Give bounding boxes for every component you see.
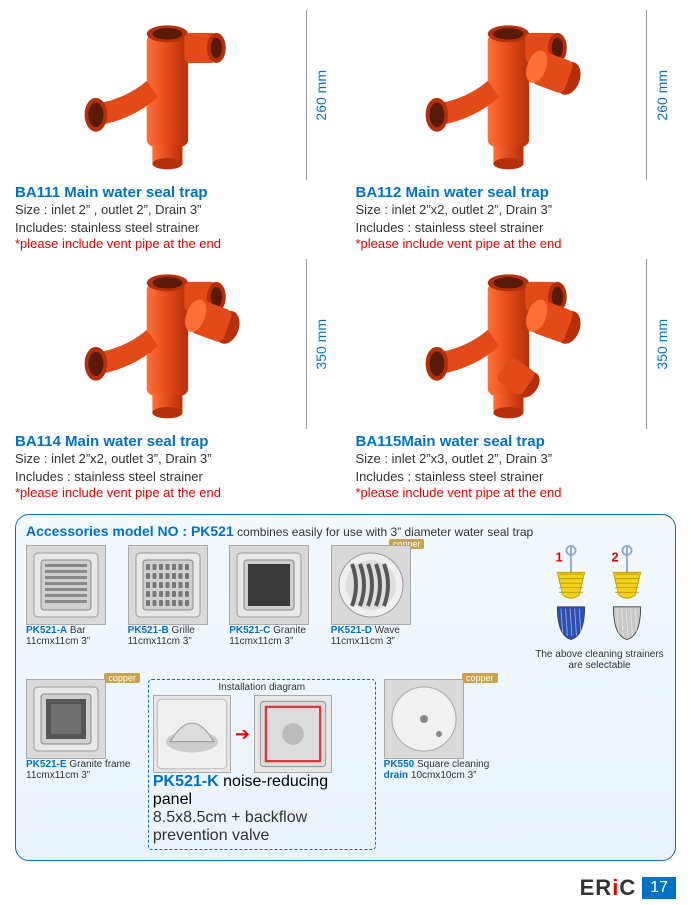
product-image-BA114 [15,259,302,429]
accessory-PK521-C: PK521-C Granite 11cmx11cm 3” [229,545,323,647]
svg-text:2: 2 [612,550,619,565]
product-title: BA111 Main water seal trap [15,184,336,201]
product-BA112: 260 mm BA112 Main water seal trap Size :… [356,10,677,251]
product-includes: Includes : stainless steel strainer [15,468,336,486]
page-number: 17 [642,877,676,899]
product-size: Size : inlet 2”x2, outlet 2”, Drain 3” [356,201,677,219]
accessory-PK521-E: copper PK521-E Granite frame 11cmx11cm 3… [26,679,140,781]
product-note: *please include vent pipe at the end [15,485,336,500]
product-image-BA115 [356,259,643,429]
dimension-label: 350 mm [646,259,676,429]
accessory-thumb [128,545,208,625]
accessory-PK521-K: Installation diagram ➔ PK521-K noise-red… [148,679,376,850]
product-size: Size : inlet 2” , outlet 2”, Drain 3” [15,201,336,219]
product-BA115: 350 mm BA115Main water seal trap Size : … [356,259,677,500]
product-includes: Includes: stainless steel strainer [15,219,336,237]
product-size: Size : inlet 2”x2, outlet 3”, Drain 3” [15,450,336,468]
dimension-label: 260 mm [306,10,336,180]
dimension-label: 260 mm [646,10,676,180]
product-image-BA111 [15,10,302,180]
accessory-thumb [26,545,106,625]
product-note: *please include vent pipe at the end [356,236,677,251]
page-footer: ERiC 17 [15,871,676,905]
accessory-PK521-D: copper PK521-D Wave 11cmx11cm 3” [331,545,425,647]
accessory-PK550: copper PK550 Square cleaning drain 10cmx… [384,679,498,781]
product-title: BA115Main water seal trap [356,433,677,450]
svg-text:1: 1 [556,550,563,565]
product-title: BA112 Main water seal trap [356,184,677,201]
product-includes: Includes : stainless steel strainer [356,219,677,237]
dimension-label: 350 mm [306,259,336,429]
accessory-thumb [331,545,411,625]
product-image-BA112 [356,10,643,180]
brand-logo: ERiC [580,875,637,901]
product-BA111: 260 mm BA111 Main water seal trap Size :… [15,10,336,251]
copper-badge: copper [104,673,140,683]
product-title: BA114 Main water seal trap [15,433,336,450]
accessory-PK521-B: PK521-B Grille 11cmx11cm 3” [128,545,222,647]
product-includes: Includes : stainless steel strainer [356,468,677,486]
product-BA114: 350 mm BA114 Main water seal trap Size :… [15,259,336,500]
arrow-icon: ➔ [235,724,250,745]
accessories-title: Accessories model NO : PK521 combines ea… [26,523,665,539]
product-note: *please include vent pipe at the end [356,485,677,500]
accessory-PK521-A: PK521-A Bar 11cmx11cm 3” [26,545,120,647]
product-size: Size : inlet 2”x3, outlet 2”, Drain 3” [356,450,677,468]
product-note: *please include vent pipe at the end [15,236,336,251]
copper-badge: copper [462,673,498,683]
accessory-thumb [229,545,309,625]
strainer-options: 1 2 The above cleaning strainers are sel… [534,545,665,671]
